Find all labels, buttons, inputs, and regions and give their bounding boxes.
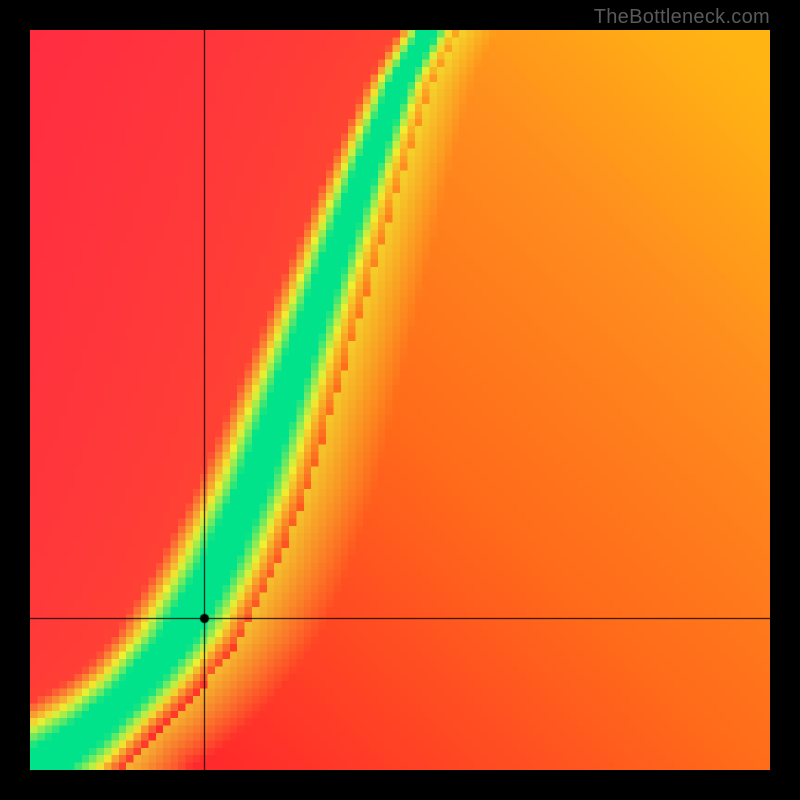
site-watermark: TheBottleneck.com: [594, 6, 770, 29]
chart-container: TheBottleneck.com: [0, 0, 800, 800]
bottleneck-heatmap: [30, 30, 770, 770]
